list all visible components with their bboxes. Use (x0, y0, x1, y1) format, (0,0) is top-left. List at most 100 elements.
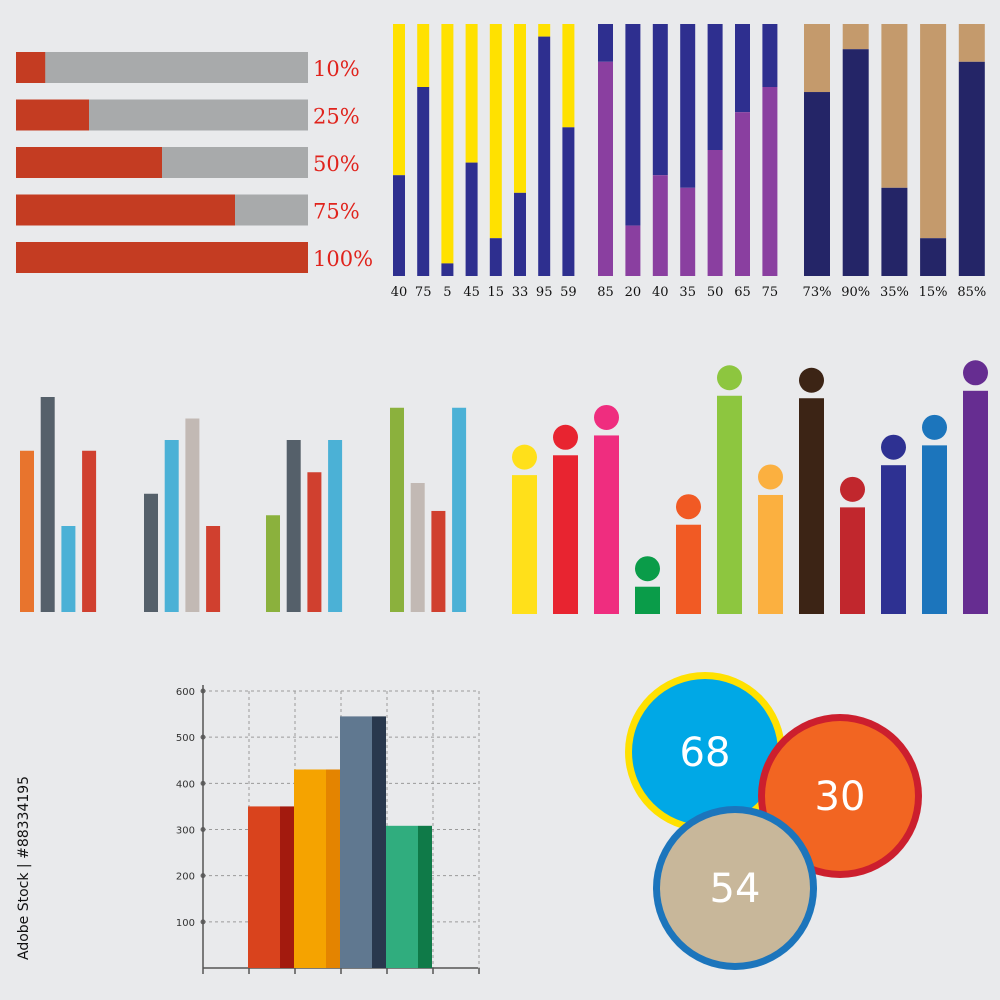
progress-label: 50% (313, 152, 360, 176)
group-bar (164, 440, 179, 612)
grid-bar-shade (372, 716, 386, 968)
progress-label: 10% (313, 57, 360, 81)
bubble-value-label: 30 (815, 774, 866, 820)
grid-bar-shade (280, 806, 294, 968)
lollipop-dot (553, 424, 578, 450)
bar-upper-segment (562, 24, 575, 128)
bubble-value-label: 68 (680, 730, 731, 776)
lollipop-dot (717, 365, 742, 391)
progress-track (16, 52, 308, 83)
bubble-value-label: 54 (710, 866, 761, 912)
bar-upper-segment (489, 24, 502, 239)
lollipop-bar (717, 395, 742, 614)
bar-value-label: 75 (415, 285, 432, 300)
group-bar (61, 526, 76, 612)
bar-value-label: 40 (652, 285, 669, 300)
y-tick-label: 600 (176, 687, 195, 698)
bar-lower-segment (762, 87, 778, 276)
lollipop-dot (676, 494, 701, 520)
grid-bar (386, 825, 418, 968)
y-tick-label: 400 (176, 779, 195, 790)
bubble (632, 679, 778, 825)
bar-upper-segment (881, 24, 908, 188)
bar-value-label: 15% (919, 285, 948, 300)
bar-upper-segment (680, 24, 696, 188)
progress-fill (16, 99, 89, 131)
bar-upper-segment (707, 24, 723, 150)
bar-value-label: 65 (734, 285, 751, 300)
bar-value-label: 59 (560, 285, 577, 300)
bar-lower-segment (707, 150, 723, 276)
y-tick-label: 500 (176, 733, 195, 744)
y-tick-label: 300 (176, 826, 195, 837)
bar-value-label: 40 (391, 285, 408, 300)
group-bar (206, 526, 221, 612)
group-bar (185, 418, 200, 612)
group-bar (40, 397, 55, 612)
stacked-tan-navy-chart: 73% 90% 35% 15% 85% (803, 24, 986, 300)
group-bar (328, 440, 343, 612)
bar-upper-segment (465, 24, 478, 163)
lollipop-dot (881, 434, 906, 460)
bar-upper-segment (625, 24, 641, 226)
progress-bars-chart: 10% 25% 50% 75% 100% (16, 52, 373, 273)
bar-value-label: 33 (512, 285, 529, 300)
bar-upper-segment (417, 24, 430, 87)
bar-value-label: 85% (957, 285, 986, 300)
progress-fill (16, 242, 308, 273)
lollipop-dot (758, 464, 783, 490)
lollipop-bar (635, 586, 660, 614)
bar-lower-segment (842, 49, 869, 277)
lollipop-bar (840, 507, 865, 614)
bar-lower-segment (735, 112, 750, 276)
bar-lower-segment (804, 92, 830, 276)
bar-upper-segment (514, 24, 526, 193)
bar-upper-segment (804, 24, 830, 93)
bubble (660, 813, 810, 963)
bar-upper-segment (538, 24, 551, 37)
group-bar (144, 493, 158, 612)
y-tick-label: 200 (176, 872, 195, 883)
bar-value-label: 5 (443, 285, 451, 300)
bar-value-label: 85 (597, 285, 614, 300)
bar-lower-segment (958, 61, 985, 276)
group-bar (20, 450, 34, 612)
bar-lower-segment (514, 192, 526, 276)
progress-label: 25% (313, 105, 360, 129)
progress-fill (16, 147, 162, 178)
bar-lower-segment (465, 162, 478, 276)
bar-value-label: 20 (625, 285, 642, 300)
bar-lower-segment (598, 61, 613, 276)
bar-upper-segment (598, 24, 613, 62)
progress-label: 75% (313, 200, 360, 224)
bar-value-label: 35 (679, 285, 696, 300)
lollipop-dot (922, 414, 947, 440)
bar-upper-segment (762, 24, 778, 87)
grid-bar-shade (418, 825, 432, 968)
bar-lower-segment (393, 175, 405, 276)
bar-upper-segment (842, 24, 869, 50)
grid-bar (294, 769, 326, 968)
group-bar (266, 515, 280, 612)
watermark-text: Adobe Stock | #88334195 (16, 776, 32, 960)
stacked-blue-purple-chart: 85 20 40 35 50 65 75 (597, 24, 778, 300)
bar-value-label: 35% (880, 285, 909, 300)
group-bar (410, 483, 425, 612)
lollipop-bars-chart (512, 360, 988, 614)
lollipop-bar (963, 390, 988, 614)
bubble (765, 721, 915, 871)
bar-lower-segment (680, 187, 696, 276)
bar-value-label: 50 (707, 285, 724, 300)
bar-upper-segment (652, 24, 668, 176)
bar-lower-segment (417, 87, 430, 276)
lollipop-bar (799, 398, 824, 614)
lollipop-bar (594, 435, 619, 614)
progress-label: 100% (313, 247, 373, 271)
group-bar (307, 472, 322, 612)
lollipop-bar (676, 524, 701, 614)
grid-bar (248, 806, 280, 968)
grid-bar-shade (326, 769, 340, 968)
lollipop-dot (635, 556, 660, 582)
bar-upper-segment (441, 24, 454, 264)
